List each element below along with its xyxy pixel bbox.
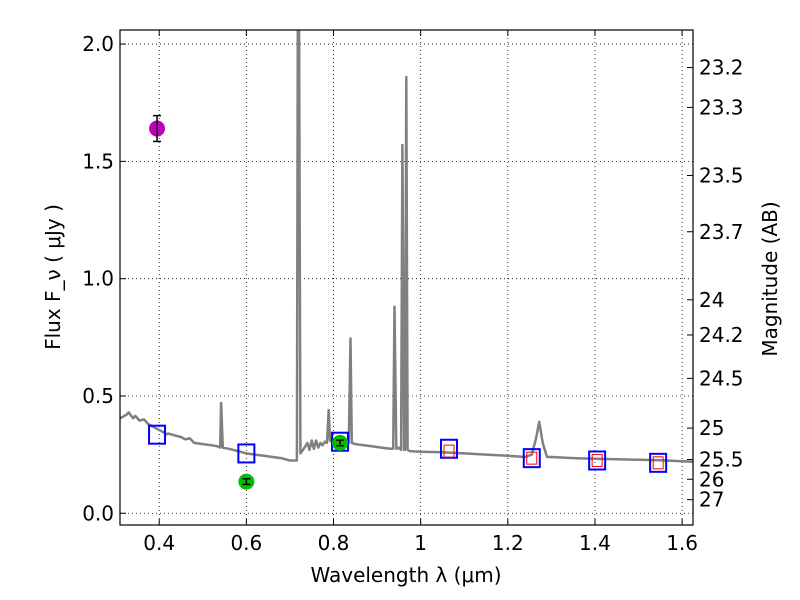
y2-tick-label: 24 bbox=[699, 288, 724, 312]
y-tick-label: 1.5 bbox=[82, 149, 114, 173]
red-square-marker bbox=[652, 456, 664, 470]
blue-square-marker bbox=[522, 448, 541, 469]
y-tick-label: 2.0 bbox=[82, 32, 114, 56]
y-axis-title: Flux F_ν ( μJy ) bbox=[41, 204, 65, 350]
y2-tick-label: 23.3 bbox=[699, 95, 744, 119]
y2-axis-title: Magnitude (AB) bbox=[758, 201, 782, 356]
y2-tick-label: 25.5 bbox=[699, 448, 744, 472]
blue-square-marker bbox=[649, 452, 668, 473]
y2-tick-label: 25 bbox=[699, 416, 724, 440]
x-axis-title: Wavelength λ (μm) bbox=[310, 563, 501, 587]
x-tick-label: 1.4 bbox=[579, 531, 611, 555]
y2-tick-label: 24.5 bbox=[699, 366, 744, 390]
red-square-marker bbox=[526, 451, 538, 465]
y2-tick-label: 24.2 bbox=[699, 323, 744, 347]
x-tick-label: 0.4 bbox=[143, 531, 175, 555]
red-square-marker bbox=[443, 444, 455, 458]
x-tick-label: 0.8 bbox=[318, 531, 350, 555]
x-tick-label: 1.6 bbox=[666, 531, 698, 555]
y2-tick-label: 23.5 bbox=[699, 163, 744, 187]
y-tick-label: 1.0 bbox=[82, 267, 114, 291]
red-square-marker bbox=[591, 453, 603, 467]
plot-frame bbox=[119, 29, 694, 526]
blue-square-marker bbox=[439, 438, 458, 459]
plot-area bbox=[120, 30, 693, 490]
axis-ticks: 0.4 0.6 0.8 1 1.2 1.4 1.6 0.0 0.5 1.0 1.5 2.0 23.2 23… bbox=[82, 30, 744, 555]
y2-tick-label: 23.7 bbox=[699, 220, 744, 244]
y2-tick-label: 23.2 bbox=[699, 56, 744, 80]
series-layer bbox=[120, 30, 693, 490]
blue-square-marker bbox=[237, 443, 256, 464]
x-tick-label: 1.2 bbox=[492, 531, 524, 555]
y2-tick-label: 27 bbox=[699, 488, 724, 512]
y-tick-label: 0.0 bbox=[82, 501, 114, 525]
x-tick-label: 1 bbox=[414, 531, 427, 555]
spectrum-line bbox=[120, 30, 693, 463]
y2-tick-label: 26 bbox=[699, 467, 724, 491]
blue-square-marker bbox=[588, 450, 607, 471]
y-tick-label: 0.5 bbox=[82, 384, 114, 408]
blue-square-marker bbox=[148, 424, 167, 445]
x-tick-label: 0.6 bbox=[230, 531, 262, 555]
